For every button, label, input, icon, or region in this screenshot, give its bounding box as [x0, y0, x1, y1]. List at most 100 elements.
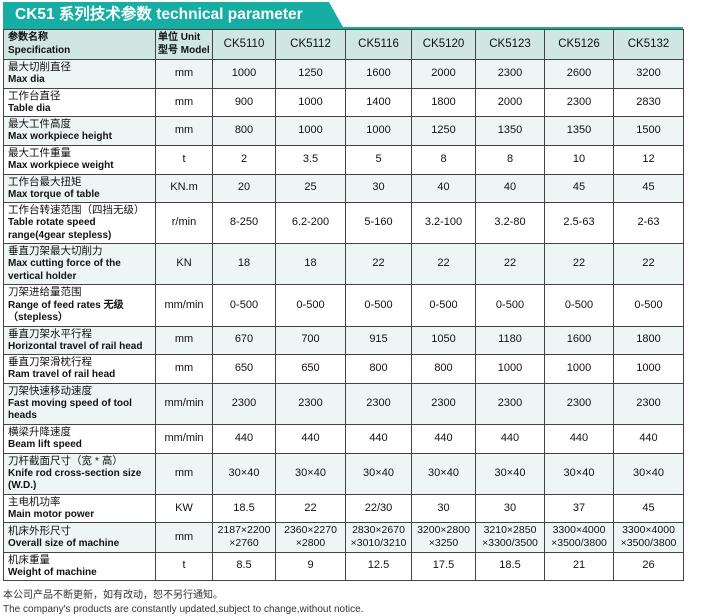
table-row: 垂直刀架最大切削力 Max cutting force of the vertic…	[3, 243, 684, 286]
spec-cn: 垂直刀架滑枕行程	[8, 356, 92, 369]
value-cell: 0-500	[544, 284, 614, 327]
model-header: CK5116	[345, 29, 412, 60]
value-cell: 900	[212, 87, 276, 118]
spec-en: Ram travel of rail head	[8, 369, 116, 381]
unit-cell: r/min	[155, 202, 213, 245]
model-header: CK5110	[212, 29, 276, 60]
value-cell: 800	[345, 354, 412, 384]
table-row: 刀杆截面尺寸（宽 * 高） Knife rod cross-section siz…	[3, 452, 684, 495]
value-cell: 3200	[613, 59, 684, 89]
table-row: 工作台转速范围（四挡无级） Table rotate speed range(4g…	[3, 202, 684, 245]
spec-cell: 横梁升降速度 Beam lift speed	[3, 423, 156, 454]
spec-cn: 刀杆截面尺寸（宽 * 高）	[8, 454, 123, 467]
value-cell: 12.5	[345, 551, 412, 582]
spec-en: Range of feed rates 无级（stepless）	[8, 299, 124, 324]
value-cell: 30×40	[544, 452, 614, 495]
value-cell: 0-500	[411, 284, 476, 327]
value-cell: 440	[212, 423, 276, 454]
value-cell: 22/30	[345, 493, 412, 524]
value-cell: 5-160	[345, 202, 412, 245]
value-cell: 1000	[212, 59, 276, 89]
unit-cell: mm	[155, 522, 213, 553]
value-cell: 22	[613, 243, 684, 286]
spec-en: Beam lift speed	[8, 439, 82, 450]
spec-en: Table dia	[8, 102, 51, 114]
unit-cell: mm	[155, 354, 213, 384]
unit-cell: KN	[155, 243, 213, 286]
value-cell: 1800	[613, 325, 684, 356]
unit-cell: t	[155, 551, 213, 582]
value-cell: 2	[212, 144, 276, 175]
spec-cn: 横梁升降速度	[8, 425, 71, 438]
spec-header: 参数名称 Specification	[3, 29, 156, 60]
value-cell: 1800	[411, 87, 476, 118]
value-cell: 30	[411, 493, 476, 524]
value-cell: 2300	[212, 382, 276, 425]
unit-cell: mm	[155, 87, 213, 118]
value-cell: 8.5	[212, 551, 276, 582]
value-cell: 2830	[613, 87, 684, 118]
spec-cn: 最大工件高度	[8, 118, 71, 131]
table-row: 横梁升降速度 Beam lift speed mm/min 440 440 440 440 4…	[3, 423, 684, 454]
value-cell: 45	[613, 493, 684, 524]
unit-cell: mm/min	[155, 382, 213, 425]
table-header: 参数名称 Specification 单位 Unit 型号 Model CK5110…	[3, 29, 684, 60]
value-cell: 650	[275, 354, 346, 384]
value-cell: 0-500	[275, 284, 346, 327]
value-cell: 40	[475, 173, 545, 204]
value-cell: 0-500	[212, 284, 276, 327]
value-cell: 18	[275, 243, 346, 286]
value-cell: 440	[613, 423, 684, 454]
value-cell: 18	[212, 243, 276, 286]
value-cell: 2300	[475, 59, 545, 89]
value-cell: 22	[411, 243, 476, 286]
spec-cell: 刀架进给量范围 Range of feed rates 无级（stepless）	[3, 284, 156, 327]
spec-cell: 垂直刀架水平行程 Horizontal travel of rail head	[3, 325, 156, 356]
model-header: CK5126	[544, 29, 614, 60]
value-cell: 1400	[345, 87, 412, 118]
model-header: CK5120	[411, 29, 476, 60]
spec-cn: 刀架进给量范围	[8, 286, 82, 299]
spec-cn: 机床重量	[8, 553, 50, 566]
spec-cell: 机床外形尺寸 Overall size of machine	[3, 522, 156, 553]
value-cell: 3300×4000 ×3500/3800	[613, 522, 684, 553]
table-row: 最大工件重量 Max workpiece weight t 2 3.5 5 8 8 10 12	[3, 144, 684, 175]
table-row: 工作台最大扭矩 Max torque of table KN.m 20 25 30 40 40…	[3, 173, 684, 204]
title-divider	[3, 27, 683, 29]
value-cell: 915	[345, 325, 412, 356]
unit-cell: mm	[155, 325, 213, 356]
value-cell: 2300	[613, 382, 684, 425]
value-cell: 1000	[475, 354, 545, 384]
value-cell: 650	[212, 354, 276, 384]
value-cell: 30	[475, 493, 545, 524]
value-cell: 1000	[345, 116, 412, 146]
table-row: 机床重量 Weight of machine t 8.5 9 12.5 17.5 18.5 21…	[3, 551, 684, 582]
value-cell: 700	[275, 325, 346, 356]
spec-en: Max dia	[8, 74, 45, 86]
unit-cell: mm	[155, 59, 213, 89]
page-title: CK51 系列技术参数 technical parameter	[3, 2, 343, 27]
note-en: The company's products are constantly up…	[3, 603, 364, 615]
value-cell: 0-500	[613, 284, 684, 327]
value-cell: 5	[345, 144, 412, 175]
unit-model-header: 单位 Unit 型号 Model	[155, 29, 213, 60]
table-row: 刀架进给量范围 Range of feed rates 无级（stepless） m…	[3, 284, 684, 327]
spec-cn: 垂直刀架最大切削力	[8, 245, 103, 258]
value-cell: 2300	[544, 382, 614, 425]
value-cell: 37	[544, 493, 614, 524]
value-cell: 8	[475, 144, 545, 175]
value-cell: 45	[613, 173, 684, 204]
value-cell: 0-500	[475, 284, 545, 327]
value-cell: 3.2-80	[475, 202, 545, 245]
spec-cell: 刀架快速移动速度 Fast moving speed of tool heads	[3, 382, 156, 425]
spec-cn: 刀架快速移动速度	[8, 384, 92, 397]
value-cell: 1600	[345, 59, 412, 89]
value-cell: 3.5	[275, 144, 346, 175]
value-cell: 2300	[544, 87, 614, 118]
value-cell: 18.5	[212, 493, 276, 524]
value-cell: 3200×2800 ×3250	[411, 522, 476, 553]
value-cell: 22	[345, 243, 412, 286]
table-row: 机床外形尺寸 Overall size of machine mm 2187×2200…	[3, 522, 684, 553]
spec-en: Weight of machine	[8, 566, 97, 578]
spec-table: 参数名称 Specification 单位 Unit 型号 Model CK5110…	[3, 29, 684, 582]
